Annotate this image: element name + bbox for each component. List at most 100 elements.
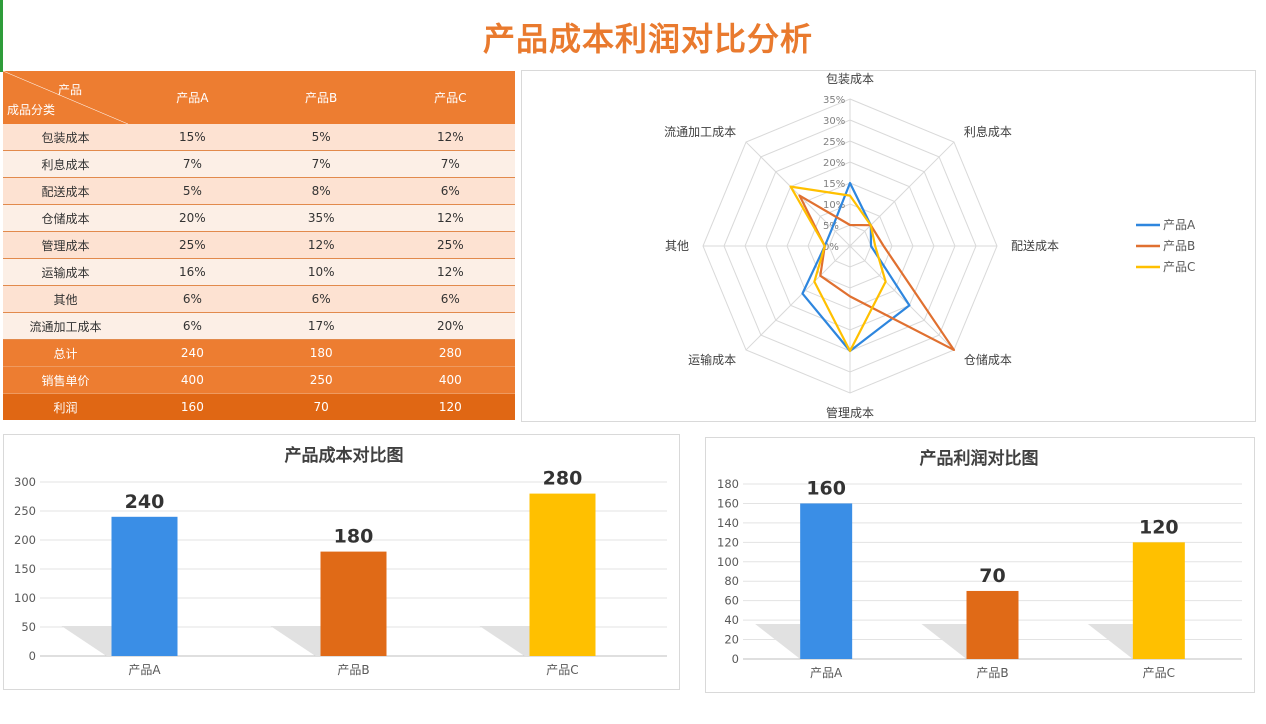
y-tick-label: 300 — [14, 475, 36, 489]
radar-tick-label: 10% — [823, 200, 845, 211]
cell[interactable]: 180 — [256, 339, 386, 367]
bar — [111, 516, 178, 656]
y-tick-label: 100 — [717, 555, 739, 569]
cell[interactable]: 6% — [128, 312, 257, 340]
radar-chart: 0% 5% 10% 15% 20% 25% 30% 35% 包装成本利息成本配送成本仓储成本管理… — [664, 72, 1196, 420]
cell[interactable]: 16% — [128, 258, 257, 286]
cell[interactable]: 35% — [256, 204, 386, 232]
profit-bar-chart-panel[interactable]: 产品利润对比图 0 20 40 60 80 100 120 140 160 180 160 产品A 70 产… — [705, 437, 1255, 693]
row-label[interactable]: 包装成本 — [3, 124, 128, 151]
bar — [529, 493, 596, 656]
cell[interactable]: 17% — [256, 312, 386, 340]
radar-tick-label: 15% — [823, 179, 845, 190]
cell[interactable]: 7% — [128, 150, 257, 178]
cell[interactable]: 160 — [128, 393, 257, 420]
summary-row-profit: 利润 160 70 120 — [3, 393, 515, 420]
row-label[interactable]: 销售单价 — [3, 366, 128, 394]
x-category-label: 产品C — [1143, 666, 1175, 680]
radar-tick-label: 20% — [823, 158, 845, 169]
row-label[interactable]: 配送成本 — [3, 177, 128, 205]
cell[interactable]: 7% — [385, 150, 515, 178]
cost-bar-chart-panel[interactable]: 产品成本对比图 0 50 100 150 200 250 300 240 产品A 180 产品B 280… — [3, 434, 680, 690]
cell[interactable]: 20% — [128, 204, 257, 232]
table-row: 包装成本 15% 5% 12% — [3, 124, 515, 151]
radar-tick-label: 5% — [823, 221, 839, 232]
y-tick-label: 60 — [724, 594, 739, 608]
x-category-label: 产品A — [810, 666, 843, 680]
cell[interactable]: 6% — [385, 285, 515, 313]
cell[interactable]: 5% — [128, 177, 257, 205]
bar-data-label: 160 — [806, 477, 846, 499]
bar — [966, 590, 1019, 659]
cell[interactable]: 12% — [385, 124, 515, 151]
header-product-b[interactable]: 产品B — [256, 71, 386, 124]
cell[interactable]: 6% — [128, 285, 257, 313]
bar-shadow — [479, 626, 530, 656]
radar-axis-label: 利息成本 — [964, 124, 1012, 139]
cell[interactable]: 280 — [385, 339, 515, 367]
radar-chart-panel[interactable]: 0% 5% 10% 15% 20% 25% 30% 35% 包装成本 利息成本 配送成本 仓储成本 管理… — [521, 70, 1256, 422]
cell[interactable]: 15% — [128, 124, 257, 151]
y-tick-label: 50 — [21, 620, 36, 634]
y-tick-label: 0 — [732, 652, 739, 666]
bar-data-label: 180 — [334, 526, 374, 548]
table-row: 运输成本 16% 10% 12% — [3, 258, 515, 286]
bar-data-label: 120 — [1139, 516, 1179, 538]
y-tick-label: 140 — [717, 516, 739, 530]
cell[interactable]: 7% — [256, 150, 386, 178]
cell[interactable]: 12% — [385, 258, 515, 286]
radar-axis-label: 流通加工成本 — [664, 125, 736, 139]
row-label[interactable]: 其他 — [3, 285, 128, 313]
radar-series-line — [789, 185, 887, 353]
x-category-label: 产品C — [546, 663, 578, 677]
bar-shadow — [755, 624, 801, 659]
cell[interactable]: 12% — [256, 231, 386, 259]
table-row: 其他 6% 6% 6% — [3, 285, 515, 313]
cell[interactable]: 6% — [385, 177, 515, 205]
row-label[interactable]: 利润 — [3, 393, 128, 420]
bar — [800, 503, 853, 659]
header-product-a[interactable]: 产品A — [128, 71, 257, 124]
summary-row-total: 总计 240 180 280 — [3, 339, 515, 367]
cell[interactable]: 5% — [256, 124, 386, 151]
radar-tick-label: 30% — [823, 116, 845, 127]
page-title: 产品成本利润对比分析 — [482, 20, 813, 58]
radar-series-line — [798, 194, 956, 352]
row-label[interactable]: 利息成本 — [3, 150, 128, 178]
y-tick-label: 20 — [724, 633, 739, 647]
table-row: 管理成本 25% 12% 25% — [3, 231, 515, 259]
bar — [1132, 542, 1185, 659]
y-tick-label: 180 — [717, 477, 739, 491]
bar-shadow — [61, 626, 112, 656]
cost-table: 产品 成品分类 产品A 产品B 产品C 包装成本 15% 5% 12% 利息成本 7% 7… — [3, 71, 515, 420]
cell[interactable]: 25% — [128, 231, 257, 259]
y-tick-label: 40 — [724, 613, 739, 627]
cell[interactable]: 400 — [128, 366, 257, 394]
cell[interactable]: 6% — [256, 285, 386, 313]
row-label[interactable]: 仓储成本 — [3, 204, 128, 232]
header-product-c[interactable]: 产品C — [385, 71, 515, 124]
cell[interactable]: 10% — [256, 258, 386, 286]
row-label[interactable]: 运输成本 — [3, 258, 128, 286]
cell[interactable]: 25% — [385, 231, 515, 259]
y-tick-label: 160 — [717, 496, 739, 510]
bar-data-label: 280 — [543, 468, 583, 490]
legend-label: 产品A — [1163, 218, 1196, 232]
x-category-label: 产品A — [128, 663, 161, 677]
row-label[interactable]: 总计 — [3, 339, 128, 367]
cell[interactable]: 8% — [256, 177, 386, 205]
chart-title: 产品利润对比图 — [920, 448, 1039, 469]
cell[interactable]: 240 — [128, 339, 257, 367]
row-label[interactable]: 流通加工成本 — [3, 312, 128, 340]
cell[interactable]: 20% — [385, 312, 515, 340]
bar-data-label: 240 — [125, 491, 165, 513]
cell[interactable]: 12% — [385, 204, 515, 232]
cell[interactable]: 120 — [385, 393, 515, 420]
cell[interactable]: 400 — [385, 366, 515, 394]
cell[interactable]: 70 — [256, 393, 386, 420]
bar — [320, 551, 387, 656]
corner-header-product: 产品 — [58, 83, 83, 97]
cell[interactable]: 250 — [256, 366, 386, 394]
row-label[interactable]: 管理成本 — [3, 231, 128, 259]
radar-axis-label: 包装成本 — [826, 72, 874, 86]
